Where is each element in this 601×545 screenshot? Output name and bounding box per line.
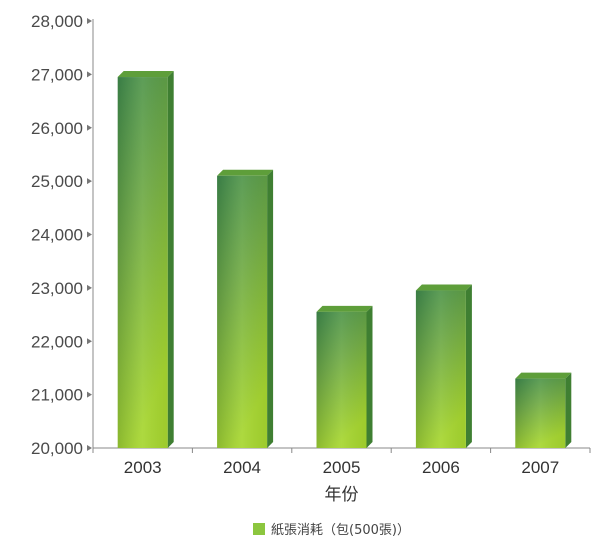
bar-top (515, 372, 572, 379)
y-tick-label: 26,000 (31, 119, 83, 138)
legend-label: 紙張消耗（包(500張)） (271, 523, 410, 538)
bar-shading (415, 290, 466, 448)
x-axis-title: 年份 (325, 485, 359, 505)
y-tick-mark (87, 124, 92, 131)
legend: 紙張消耗（包(500張)） (253, 523, 410, 538)
bar-shading (117, 77, 168, 448)
y-tick-label: 23,000 (31, 279, 83, 298)
y-tick-mark (87, 391, 92, 398)
bar (316, 305, 373, 448)
bar (415, 284, 472, 448)
y-tick-mark (87, 445, 92, 451)
y-tick-mark (87, 284, 92, 291)
x-tick-label: 2003 (124, 458, 162, 477)
y-tick-mark (87, 338, 92, 345)
bar-side (267, 169, 274, 448)
x-tick-label: 2005 (323, 458, 361, 477)
y-tick-mark (87, 231, 92, 238)
x-axis: 2003 2004 2005 2006 2007 (92, 447, 591, 477)
bar-shading (515, 378, 566, 448)
bar-side (565, 372, 572, 448)
bar-top (316, 305, 373, 312)
y-tick-label: 21,000 (31, 386, 83, 405)
bar-top (117, 71, 174, 78)
y-tick-label: 22,000 (31, 332, 83, 351)
y-tick-label: 20,000 (31, 439, 83, 458)
bar-side (167, 71, 174, 448)
x-tick-label: 2007 (521, 458, 559, 477)
y-tick-mark (87, 178, 92, 185)
bar-side (366, 305, 373, 448)
bar (217, 169, 274, 448)
y-tick-label: 24,000 (31, 226, 83, 245)
x-tick-label: 2004 (223, 458, 261, 477)
bar-top (415, 284, 472, 291)
y-tick-mark (87, 18, 92, 24)
y-axis: 20,000 21,000 22,000 23,000 24,000 25,000 26,0… (31, 12, 94, 458)
y-tick-label: 28,000 (31, 12, 83, 31)
bars-group (117, 71, 572, 448)
y-tick-label: 27,000 (31, 65, 83, 84)
legend-swatch (253, 523, 265, 535)
bar (515, 372, 572, 448)
bar-top (217, 169, 274, 176)
y-tick-label: 25,000 (31, 172, 83, 191)
bar-side (465, 284, 472, 448)
bar (117, 71, 174, 448)
bar-shading (316, 311, 367, 448)
y-tick-mark (87, 71, 92, 78)
bar-shading (217, 175, 268, 448)
x-tick-label: 2006 (422, 458, 460, 477)
